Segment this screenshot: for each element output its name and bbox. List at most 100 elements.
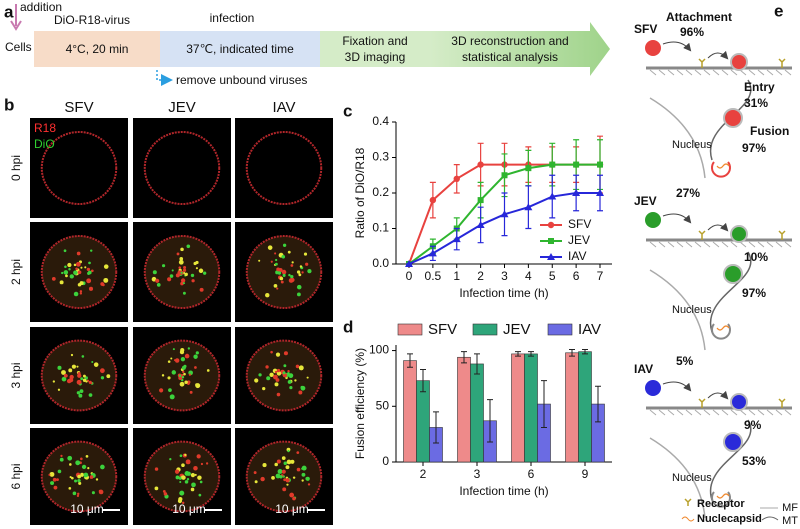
particle [281,254,286,259]
particle [287,449,290,453]
particle [275,352,281,357]
filament [757,241,765,248]
particle [282,274,286,278]
particle [267,245,273,250]
filament [748,409,756,416]
particle [64,265,67,269]
particle [187,382,190,385]
y-tick-label: 0.4 [372,114,389,128]
particle [103,264,109,269]
x-tick-label: 4 [525,269,532,283]
particle [254,480,258,484]
step-box [160,31,320,67]
filament [658,241,666,248]
particle [181,376,185,379]
filament [712,409,720,416]
particle [296,284,302,290]
particle [100,464,105,470]
particle [89,475,94,479]
nucleocapsid [716,325,730,331]
x-tick-label: 5 [549,269,556,283]
particle [299,265,303,268]
entry-pct: 10% [744,250,768,264]
particle [173,359,177,362]
x-tick-label: 6 [528,467,535,481]
particle [184,480,189,484]
particle [49,471,55,477]
receptor [698,398,706,408]
particle [282,243,287,247]
error-bar [528,351,534,357]
fusion-pct: 97% [742,141,766,155]
step-label: Entry [744,80,775,94]
y-tick-label: 50 [376,398,390,412]
particle [154,467,159,471]
particle [282,371,286,375]
fusion-pct: 97% [742,286,766,300]
filament [676,69,684,76]
legend-label: IAV [568,249,586,263]
particle [60,454,63,458]
particle [296,270,301,274]
particle [83,472,89,478]
filament [649,241,657,248]
particle [68,368,73,373]
reagent-label: DiO-R18-virus [54,13,130,27]
particle [81,355,85,358]
particle [306,376,309,379]
micrograph [30,118,128,218]
filament [694,241,702,248]
bar [470,363,484,463]
particle [156,283,161,287]
scale-bar-label: 10 μm [275,502,309,516]
particle [282,487,287,492]
particle [177,499,183,504]
filament [649,409,657,416]
particle [281,456,286,461]
particle [68,487,72,490]
particle [180,357,186,362]
particle [83,374,86,378]
particle [184,471,190,476]
particle [275,473,281,479]
particle [76,379,82,385]
particle [183,265,187,269]
particle [67,455,73,461]
error-bar [569,348,575,357]
entry-arrow [707,50,729,60]
cell-outline [40,131,118,205]
attach-arrow [662,381,692,392]
particle [181,378,184,382]
particle [103,277,109,283]
step-text: statistical analysis [462,50,558,64]
marker [547,253,555,260]
attach-pct: 96% [680,25,704,39]
particle [274,370,278,374]
particle [265,365,269,369]
particle [175,475,180,480]
fusion-pct: 53% [742,454,766,468]
bar [403,360,417,463]
particle [152,270,157,275]
particle [196,454,201,459]
attach-arrow [662,213,692,224]
endosome [723,264,743,284]
bar [578,351,592,463]
particle [283,364,287,368]
step-text: 4°C, 20 min [66,42,129,56]
error-bar [541,380,547,428]
open-endosome [711,491,731,508]
particle [294,379,297,382]
marker [572,189,581,196]
marker [596,189,604,196]
x-tick-label: 7 [597,269,604,283]
particle [184,353,190,359]
legend-nucleocapsid [681,516,695,522]
particle [274,382,279,387]
particle [52,380,56,383]
legend-label: IAV [578,321,601,338]
column-header: IAV [272,99,295,116]
particle [155,278,160,283]
particle [66,378,72,384]
particle [61,370,66,375]
